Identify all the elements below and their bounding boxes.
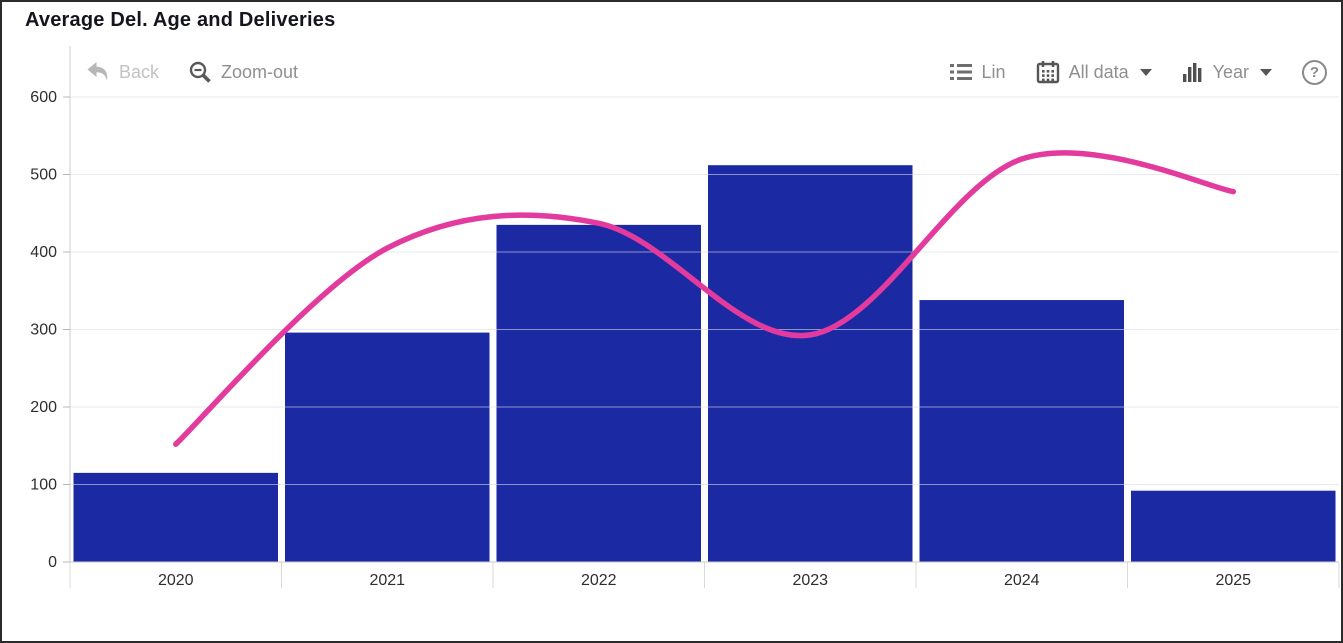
chart-plot-area: 0 100 200 300 400 500 600 2020 2021 2022 2023 2024 2…: [2, 42, 1341, 641]
y-tick-label: 0: [48, 554, 57, 571]
zoom-out-label: Zoom-out: [221, 62, 299, 82]
toolbar: Back Zoom-out: [86, 54, 1327, 90]
granularity-dropdown[interactable]: Year: [1182, 61, 1272, 83]
toolbar-right: Lin All data: [949, 59, 1327, 85]
help-icon: ?: [1302, 59, 1327, 85]
bar-2024[interactable]: [919, 300, 1125, 562]
line-series[interactable]: [173, 150, 1237, 447]
bar-2022[interactable]: [496, 224, 702, 562]
linear-scale-button[interactable]: Lin: [949, 62, 1006, 82]
date-range-dropdown[interactable]: All data: [1036, 60, 1152, 84]
scale-label: Lin: [981, 62, 1006, 82]
y-tick-label: 500: [30, 167, 57, 184]
zoom-out-icon: [189, 61, 212, 84]
undo-arrow-icon: [86, 61, 110, 83]
range-label: All data: [1068, 62, 1129, 82]
y-tick-label: 600: [30, 89, 57, 106]
x-tick-label: 2020: [158, 572, 194, 589]
x-tick-label: 2023: [792, 572, 828, 589]
y-tick-label: 300: [30, 322, 57, 339]
zoom-out-button[interactable]: Zoom-out: [189, 61, 298, 84]
toolbar-left: Back Zoom-out: [86, 61, 298, 84]
y-tick-label: 200: [30, 399, 57, 416]
chart-title: Average Del. Age and Deliveries: [25, 9, 336, 31]
x-tick-label: 2024: [1004, 572, 1040, 589]
help-button[interactable]: ?: [1302, 59, 1327, 85]
x-tick-label: 2021: [369, 572, 405, 589]
x-tick-label: 2022: [581, 572, 617, 589]
y-tick-label: 100: [30, 477, 57, 494]
bar-2020[interactable]: [73, 472, 279, 562]
list-icon: [949, 62, 973, 82]
x-tick-label: 2025: [1215, 572, 1251, 589]
bar-chart-icon: [1182, 61, 1204, 83]
bar-2023[interactable]: [708, 165, 913, 562]
chevron-down-icon: [1260, 68, 1272, 76]
y-tick-label: 400: [30, 244, 57, 261]
bar-2021[interactable]: [285, 332, 490, 562]
granularity-label: Year: [1212, 62, 1249, 82]
calendar-icon: [1036, 60, 1060, 84]
bar-2025[interactable]: [1131, 490, 1336, 562]
chart-svg: 0 100 200 300 400 500 600 2020 2021 2022 2023 2024 2…: [30, 46, 1340, 589]
back-label: Back: [119, 62, 160, 82]
chevron-down-icon: [1139, 68, 1152, 76]
back-button[interactable]: Back: [86, 61, 159, 83]
